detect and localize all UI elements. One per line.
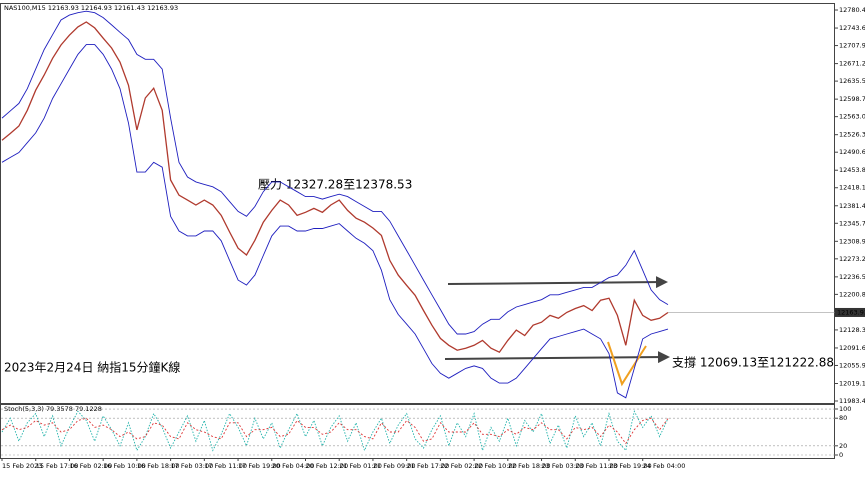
x-tick-label: 21 Feb 01:00 [339, 462, 382, 470]
annotation: 支撐 12069.13至121222.88 [672, 356, 834, 370]
y-tick-label: 12598.75 [839, 95, 865, 103]
resistance-arrow [447, 276, 668, 289]
y-tick-label: 80 [839, 414, 847, 422]
x-tick-label: 22 Feb 10:00 [474, 462, 517, 470]
y-tick-label: 12743.65 [839, 24, 865, 32]
series-line [1, 409, 669, 452]
x-tick-label: 22 Feb 02:00 [440, 462, 483, 470]
y-tick-label: 12707.95 [839, 42, 865, 50]
y-tick-label: 12128.35 [839, 326, 865, 334]
x-tick-label: 24 Feb 04:00 [643, 462, 686, 470]
x-tick-label: 17 Feb 11:00 [204, 462, 247, 470]
series-line [1, 10, 669, 335]
x-tick-label: 23 Feb 19:00 [609, 462, 652, 470]
y-tick-label: 12200.80 [839, 290, 865, 298]
annotation: 壓力 12327.28至12378.53 [258, 178, 412, 192]
y-tick-label: 12273.25 [839, 255, 865, 263]
v-mark [607, 341, 647, 387]
y-tick-label: 12345.70 [839, 219, 865, 227]
series-line [1, 21, 669, 354]
y-tick-label: 12418.15 [839, 184, 865, 192]
chart-title: 2023年2月24日 納指15分鐘K線 [4, 360, 180, 375]
stoch-panel [0, 404, 835, 459]
x-tick-label: 15 Feb 17:00 [36, 462, 79, 470]
y-tick-label: 12780.40 [839, 6, 865, 14]
x-tick-label: 20 Feb 04:00 [272, 462, 315, 470]
y-tick-label: 12526.30 [839, 131, 865, 139]
stoch-title: Stoch(5,3,3) 79.3578 79.1228 [4, 405, 102, 413]
last-price-label: 12163.93 [837, 308, 865, 316]
x-tick-label: 21 Feb 17:00 [407, 462, 450, 470]
y-tick-label: 12308.95 [839, 237, 865, 245]
x-tick-label: 23 Feb 11:00 [575, 462, 618, 470]
series-line [1, 417, 669, 445]
series-line [1, 44, 669, 399]
x-tick-label: 22 Feb 18:00 [508, 462, 551, 470]
y-tick-label: 12055.90 [839, 361, 865, 369]
y-tick-label: 0 [839, 451, 843, 459]
x-tick-label: 17 Feb 19:00 [238, 462, 281, 470]
x-tick-label: 21 Feb 09:00 [373, 462, 416, 470]
x-tick-label: 17 Feb 03:00 [171, 462, 214, 470]
y-tick-label: 12563.05 [839, 113, 865, 121]
main-panel [0, 3, 835, 404]
x-tick-label: 16 Feb 18:00 [137, 462, 180, 470]
x-tick-label: 15 Feb 2023 [2, 462, 42, 470]
y-tick-label: 11983.45 [839, 397, 865, 405]
y-tick-label: 12381.40 [839, 202, 865, 210]
x-tick-label: 16 Feb 10:00 [103, 462, 146, 470]
x-tick-label: 20 Feb 12:00 [305, 462, 348, 470]
y-tick-label: 12671.20 [839, 60, 865, 68]
y-tick-label: 12635.50 [839, 77, 865, 85]
y-tick-label: 12490.60 [839, 148, 865, 156]
y-tick-label: 12236.50 [839, 273, 865, 281]
last-price-box [835, 307, 865, 317]
x-tick-label: 16 Feb 02:00 [69, 462, 112, 470]
y-tick-label: 12091.60 [839, 344, 865, 352]
chart-header: NAS100,M15 12163.93 12164.93 12161.43 12… [4, 4, 178, 12]
plot: 12780.40 12743.65 12707.95 12671.20 12635.50… [1, 6, 865, 470]
y-tick-label: 20 [839, 442, 847, 450]
y-tick-label: 12453.85 [839, 166, 865, 174]
x-tick-label: 23 Feb 03:00 [542, 462, 585, 470]
support-arrow [444, 351, 670, 364]
y-tick-label: 12019.15 [839, 379, 865, 387]
y-tick-label: 100 [839, 405, 851, 413]
